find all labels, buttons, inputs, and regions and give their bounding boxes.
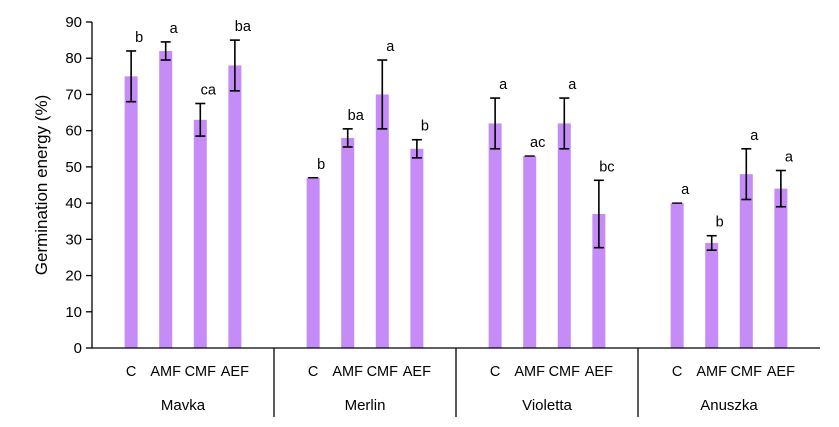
y-tick-label: 80 bbox=[65, 50, 82, 67]
group-label: Anuszka bbox=[700, 397, 758, 414]
significance-label: ca bbox=[201, 83, 217, 99]
y-tick-label: 10 bbox=[65, 304, 82, 321]
significance-label: a bbox=[170, 21, 179, 37]
category-label: AMF bbox=[696, 364, 727, 380]
bar bbox=[193, 119, 207, 348]
bar bbox=[670, 203, 684, 348]
category-label: CMF bbox=[367, 364, 399, 380]
significance-label: a bbox=[568, 77, 577, 93]
category-label: AMF bbox=[150, 364, 181, 380]
y-tick-label: 70 bbox=[65, 86, 82, 103]
bar bbox=[739, 174, 753, 348]
significance-label: b bbox=[421, 119, 429, 135]
category-label: AEF bbox=[767, 364, 795, 380]
category-label: CMF bbox=[549, 364, 581, 380]
significance-label: a bbox=[681, 182, 690, 198]
y-tick-label: 60 bbox=[65, 123, 82, 140]
category-label: C bbox=[672, 364, 682, 380]
group-label: Violetta bbox=[522, 397, 572, 414]
bar bbox=[488, 123, 502, 348]
y-tick-label: 90 bbox=[65, 14, 82, 31]
bar bbox=[124, 76, 138, 348]
y-tick-label: 30 bbox=[65, 231, 82, 248]
bar bbox=[159, 50, 173, 348]
category-label: AEF bbox=[403, 364, 431, 380]
significance-label: a bbox=[785, 150, 794, 166]
category-label: AMF bbox=[514, 364, 545, 380]
category-label: C bbox=[126, 364, 136, 380]
category-label: AEF bbox=[221, 364, 249, 380]
group-label: Merlin bbox=[345, 397, 386, 414]
group-label: Mavka bbox=[161, 397, 206, 414]
y-tick-label: 40 bbox=[65, 195, 82, 212]
category-label: AEF bbox=[585, 364, 613, 380]
significance-label: a bbox=[499, 77, 508, 93]
y-tick-label: 50 bbox=[65, 159, 82, 176]
significance-label: b bbox=[317, 157, 325, 173]
significance-label: a bbox=[386, 39, 395, 55]
category-label: AMF bbox=[332, 364, 363, 380]
bar bbox=[341, 137, 355, 348]
bar bbox=[557, 123, 571, 348]
bar bbox=[774, 188, 788, 348]
bar bbox=[705, 242, 719, 348]
y-axis: 0 10 20 30 40 50 60 70 80 90 bbox=[65, 14, 93, 357]
significance-label: bc bbox=[599, 159, 614, 175]
category-label: C bbox=[308, 364, 318, 380]
significance-label: a bbox=[750, 128, 759, 144]
significance-label: b bbox=[135, 30, 143, 46]
y-tick-label: 0 bbox=[74, 340, 82, 357]
y-tick-label: 20 bbox=[65, 268, 82, 285]
category-label: C bbox=[490, 364, 500, 380]
bar bbox=[228, 65, 242, 348]
significance-label: ac bbox=[530, 135, 545, 151]
y-axis-title: Germination energy (%) bbox=[32, 95, 51, 275]
bar bbox=[523, 156, 537, 348]
bar bbox=[410, 148, 424, 348]
category-label: CMF bbox=[185, 364, 217, 380]
significance-label: ba bbox=[348, 108, 365, 124]
significance-label: ba bbox=[235, 19, 252, 35]
bar bbox=[306, 177, 320, 348]
significance-label: b bbox=[716, 215, 724, 231]
bar bbox=[375, 94, 389, 348]
category-label: CMF bbox=[731, 364, 763, 380]
